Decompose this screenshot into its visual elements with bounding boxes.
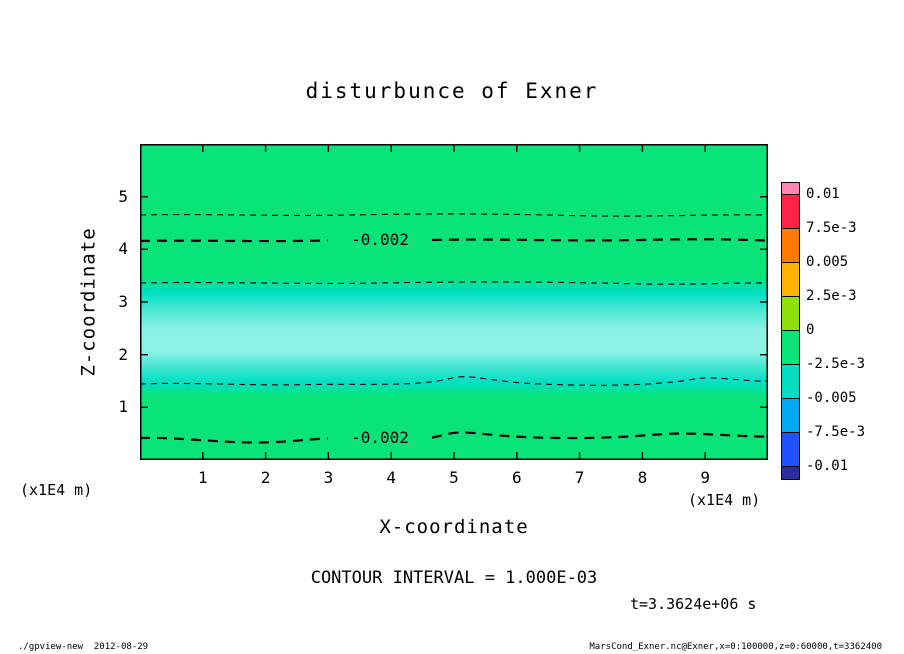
contour-plot-canvas: -0.002 -0.002 (139, 144, 769, 460)
x-tick-label: 7 (574, 468, 585, 487)
colorbar-cell (782, 229, 799, 263)
colorbar-label: 2.5e-3 (806, 288, 857, 304)
colorbar-label: -0.005 (806, 390, 857, 406)
x-tick-label: 9 (700, 468, 710, 487)
contour-line-thin-upper1 (139, 213, 769, 217)
colorbar-cell (782, 263, 799, 297)
colorbar-label: 7.5e-3 (806, 220, 857, 236)
contour-line-thick-upper-left (139, 239, 329, 243)
contour-label-upper: -0.002 (351, 230, 409, 249)
y-tick-label: 5 (118, 187, 128, 206)
y-tick-label: 3 (118, 292, 128, 311)
colorbar (781, 182, 800, 480)
x-tick-label: 2 (260, 468, 271, 487)
contour-line-thin-upper2 (139, 281, 769, 285)
y-tick-label: 2 (118, 345, 128, 364)
x-tick-label: 1 (197, 468, 208, 487)
x-tick-label: 8 (637, 468, 648, 487)
footer-right: MarsCond_Exner.nc@Exner,x=0:100000,z=0:6… (589, 642, 882, 652)
plot-title: disturbunce of Exner (305, 79, 599, 103)
y-tick-label: 4 (118, 239, 128, 258)
colorbar-cell (782, 331, 799, 365)
contour-line-thick-upper-right (431, 238, 769, 242)
colorbar-cell (782, 297, 799, 331)
colorbar-cell-above-max (782, 183, 799, 195)
footer-left: ./gpview-new 2012-08-29 (18, 642, 149, 652)
colorbar-label: 0.005 (806, 254, 849, 270)
colorbar-cell (782, 365, 799, 399)
colorbar-cell (782, 399, 799, 433)
colorbar-label: -7.5e-3 (806, 424, 866, 440)
contour-line-thin-lower (139, 376, 769, 386)
contour-line-thick-lower-right (431, 431, 769, 440)
colorbar-cell-below-min (782, 467, 799, 479)
colorbar-cell (782, 195, 799, 229)
contour-line-thick-lower-left (139, 436, 329, 444)
colorbar-label: 0 (806, 322, 815, 338)
x-tick-label: 5 (449, 468, 459, 487)
shaded-field (140, 144, 768, 460)
caption-contour-interval: CONTOUR INTERVAL = 1.000E-03 (310, 568, 598, 588)
x-tick-label: 4 (386, 468, 396, 487)
colorbar-cell (782, 433, 799, 467)
x-unit-right: (x1E4 m) (688, 491, 761, 509)
colorbar-label: -2.5e-3 (806, 356, 866, 372)
caption-time: t=3.3624e+06 s (630, 595, 757, 613)
y-tick-label: 1 (118, 397, 128, 416)
x-unit-left: (x1E4 m) (20, 481, 93, 499)
x-axis-title: X-coordinate (379, 516, 529, 538)
colorbar-label: -0.01 (806, 458, 849, 474)
x-tick-label: 3 (323, 468, 334, 487)
contour-label-lower: -0.002 (351, 428, 409, 447)
colorbar-label: 0.01 (806, 186, 840, 202)
x-tick-label: 6 (511, 468, 522, 487)
contour-plot: -0.002 -0.002 (139, 144, 769, 460)
plot-border (140, 144, 768, 460)
